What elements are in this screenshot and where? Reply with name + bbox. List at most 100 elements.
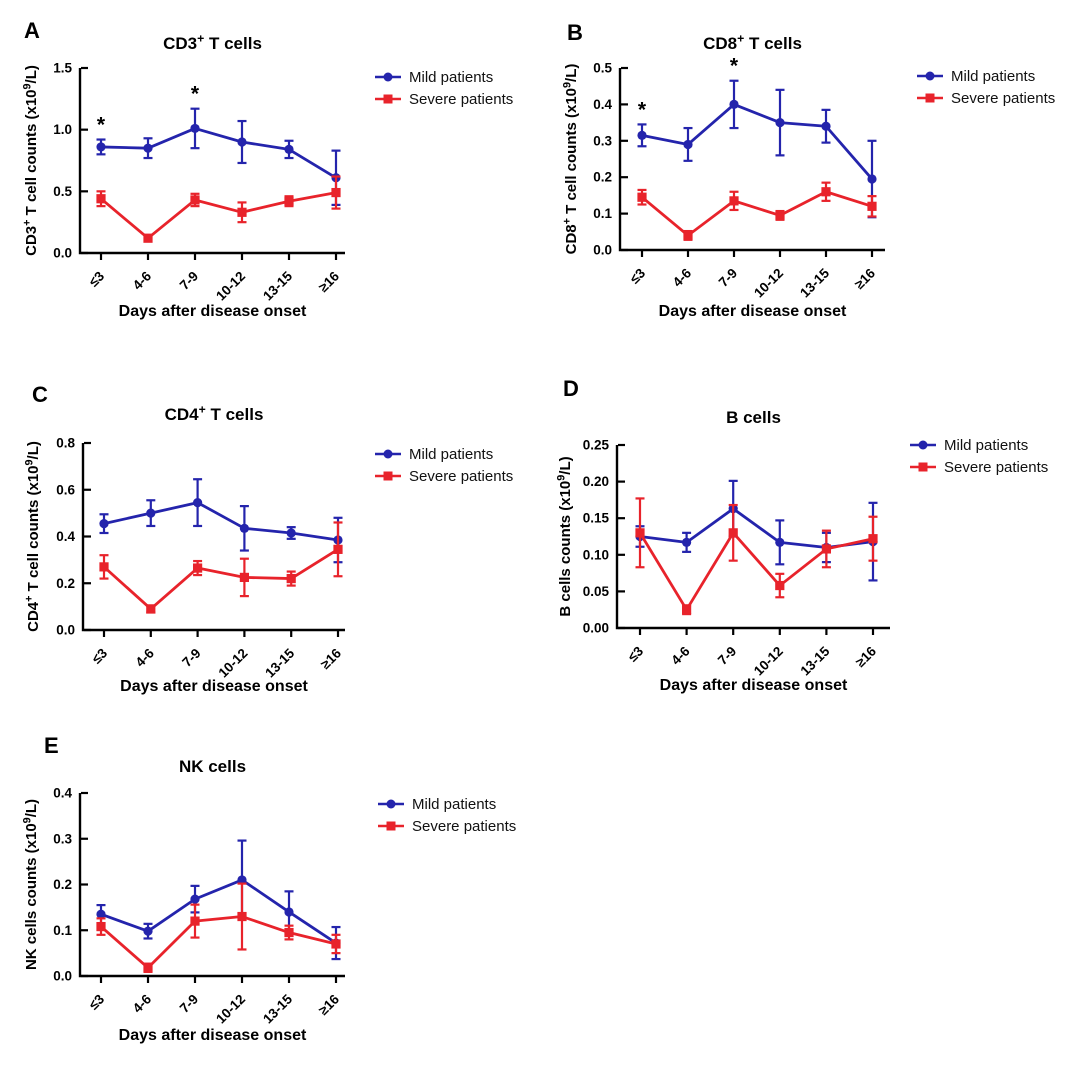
data-point-marker: [143, 963, 153, 973]
x-tick-label: 4-6: [130, 991, 155, 1016]
legend-severe-patients-square-icon: [925, 93, 935, 103]
series-mild-patients: [99, 478, 343, 564]
data-point-marker: [333, 544, 343, 554]
x-tick-label: 10-12: [213, 269, 248, 304]
legend-label: Severe patients: [412, 818, 516, 835]
y-tick-label: 0.4: [56, 529, 75, 544]
x-tick-label: ≤3: [89, 645, 111, 667]
legend-mild-patients-circle-icon: [383, 449, 393, 459]
panel-title: CD8+ T cells: [703, 32, 802, 53]
y-tick-label: 0.1: [53, 923, 72, 938]
y-axis-label: CD3+ T cell counts (x109/L): [21, 65, 40, 256]
data-point-marker: [96, 921, 106, 932]
data-point-marker: [99, 519, 109, 529]
x-tick-label: ≤3: [86, 991, 108, 1013]
legend-item-severe-patients: Severe patients: [378, 818, 516, 835]
x-axis-label: Days after disease onset: [119, 303, 307, 320]
x-tick-label: ≤3: [625, 643, 647, 665]
series-line: [641, 103, 874, 180]
significance-asterisk: *: [638, 98, 647, 121]
legend-item-severe-patients: Severe patients: [917, 90, 1055, 107]
legend-item-severe-patients: Severe patients: [910, 459, 1048, 476]
data-point-marker: [682, 605, 692, 615]
data-point-marker: [190, 894, 200, 904]
panel-label: C: [32, 382, 48, 407]
legend-item-mild-patients: Mild patients: [375, 446, 493, 463]
y-tick-label: 0.2: [593, 170, 612, 185]
legend-item-mild-patients: Mild patients: [917, 68, 1035, 85]
series-mild-patients: [637, 79, 877, 219]
series-line: [100, 915, 337, 970]
data-point-marker: [193, 563, 203, 573]
panel-label: A: [24, 18, 40, 43]
legend: Mild patients Severe patients: [917, 68, 1055, 107]
series-line: [100, 127, 337, 179]
panel-title: NK cells: [179, 757, 246, 776]
series-line: [638, 531, 874, 612]
data-point-marker: [635, 528, 645, 538]
data-point-marker: [637, 192, 647, 202]
data-point-marker: [284, 927, 294, 938]
x-tick-label: ≤3: [86, 268, 108, 290]
x-tick-label: 7-9: [716, 266, 740, 290]
y-tick-label: 0.0: [593, 243, 612, 258]
data-point-marker: [284, 144, 294, 154]
data-point-marker: [190, 123, 200, 134]
x-tick-label: 13-15: [797, 265, 832, 300]
legend-item-severe-patients: Severe patients: [375, 468, 513, 485]
axis-lines: [615, 445, 890, 630]
x-axis-label: Days after disease onset: [660, 677, 848, 694]
legend-label: Severe patients: [944, 459, 1048, 476]
data-point-marker: [683, 139, 693, 150]
data-point-marker: [193, 498, 203, 508]
data-point-marker: [286, 528, 296, 538]
data-point-marker: [775, 537, 785, 547]
axis-lines: [78, 68, 345, 255]
legend-label: Mild patients: [951, 68, 1035, 85]
data-point-marker: [237, 137, 247, 147]
x-tick-label: ≥16: [316, 268, 343, 295]
legend-mild-patients-circle-icon: [918, 440, 928, 450]
legend: Mild patients Severe patients: [910, 437, 1048, 476]
y-tick-label: 0.5: [593, 61, 612, 76]
data-point-marker: [775, 580, 785, 591]
panel-D: D B cells 0.00 0.05 0.10 0.15 0.20 0.25 ≤3 4-6 7-9…: [555, 376, 1048, 694]
data-point-marker: [237, 875, 247, 885]
x-tick-label: 7-9: [179, 646, 203, 670]
legend: Mild patients Severe patients: [378, 796, 516, 835]
y-tick-label: 0.2: [56, 576, 75, 591]
x-tick-label: 10-12: [215, 646, 250, 681]
y-tick-label: 0.25: [583, 438, 610, 453]
legend-severe-patients-square-icon: [386, 821, 396, 831]
legend-mild-patients-circle-icon: [386, 799, 396, 809]
x-tick-label: 4-6: [670, 265, 695, 290]
data-point-marker: [143, 233, 153, 243]
data-point-marker: [237, 207, 247, 217]
legend-label: Mild patients: [409, 446, 493, 463]
series-line: [639, 507, 874, 549]
x-tick-label: ≥16: [853, 643, 880, 670]
legend-label: Mild patients: [409, 69, 493, 86]
data-point-marker: [286, 573, 296, 584]
x-tick-label: 7-9: [177, 269, 201, 293]
series-line: [641, 190, 873, 237]
x-tick-label: ≥16: [316, 991, 343, 1018]
x-tick-label: 13-15: [260, 991, 295, 1026]
data-point-marker: [96, 142, 106, 152]
data-point-marker: [239, 523, 249, 533]
x-tick-label: 13-15: [797, 643, 832, 678]
x-axis-label: Days after disease onset: [119, 1027, 307, 1044]
series-severe-patients: [637, 181, 877, 241]
legend-mild-patients-circle-icon: [925, 71, 935, 81]
data-point-marker: [821, 544, 831, 554]
data-point-marker: [237, 911, 247, 922]
data-point-marker: [284, 907, 294, 917]
legend-label: Mild patients: [412, 796, 496, 813]
data-point-marker: [99, 562, 109, 572]
y-tick-label: 0.1: [593, 206, 612, 221]
y-axis-label: CD8+ T cell counts (x109/L): [561, 64, 580, 255]
data-point-marker: [190, 195, 200, 205]
y-tick-label: 0.00: [583, 621, 609, 636]
x-tick-label: ≥16: [852, 265, 879, 292]
